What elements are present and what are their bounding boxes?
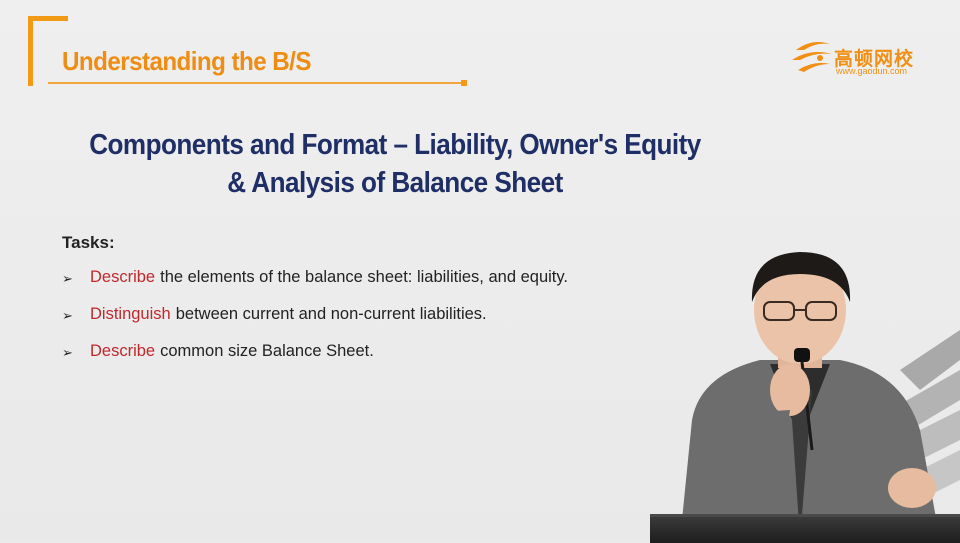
arrow-bullet-icon: ➢ (62, 271, 73, 286)
arrow-bullet-icon: ➢ (62, 308, 73, 323)
header-bracket (28, 16, 68, 86)
gaodun-logo: 高顿网校 www.gaodun.com (790, 34, 930, 84)
task-text: the elements of the balance sheet: liabi… (160, 268, 568, 286)
arrow-bullet-icon: ➢ (62, 345, 73, 360)
list-item: ➢ Distinguish between current and non-cu… (62, 305, 568, 342)
presenter-video (680, 252, 940, 540)
header-rule (48, 82, 462, 84)
tasks-label: Tasks: (62, 233, 115, 252)
task-verb: Distinguish (90, 305, 171, 323)
heading-line-1: Components and Format – Liability, Owner… (89, 129, 701, 161)
list-item: ➢ Describe common size Balance Sheet. (62, 342, 568, 379)
task-text: common size Balance Sheet. (160, 342, 374, 360)
heading-line-2: & Analysis of Balance Sheet (227, 167, 563, 199)
logo-name: 高顿网校 (834, 49, 915, 70)
task-verb: Describe (90, 342, 156, 360)
section-title: Understanding the B/S (62, 46, 311, 76)
podium (650, 514, 960, 543)
task-verb: Describe (90, 268, 156, 286)
gaodun-logo-icon (792, 42, 832, 72)
task-list: ➢ Describe the elements of the balance s… (62, 268, 568, 379)
slide-heading: Components and Format – Liability, Owner… (0, 126, 790, 202)
task-text: between current and non-current liabilit… (175, 305, 487, 323)
logo-url: www.gaodun.com (836, 66, 908, 76)
header-rule-dot (461, 80, 467, 86)
list-item: ➢ Describe the elements of the balance s… (62, 268, 568, 305)
